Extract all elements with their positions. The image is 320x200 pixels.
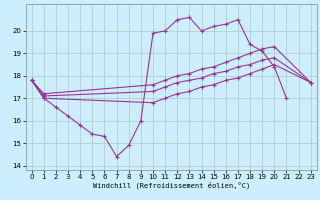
X-axis label: Windchill (Refroidissement éolien,°C): Windchill (Refroidissement éolien,°C) [92, 182, 250, 189]
